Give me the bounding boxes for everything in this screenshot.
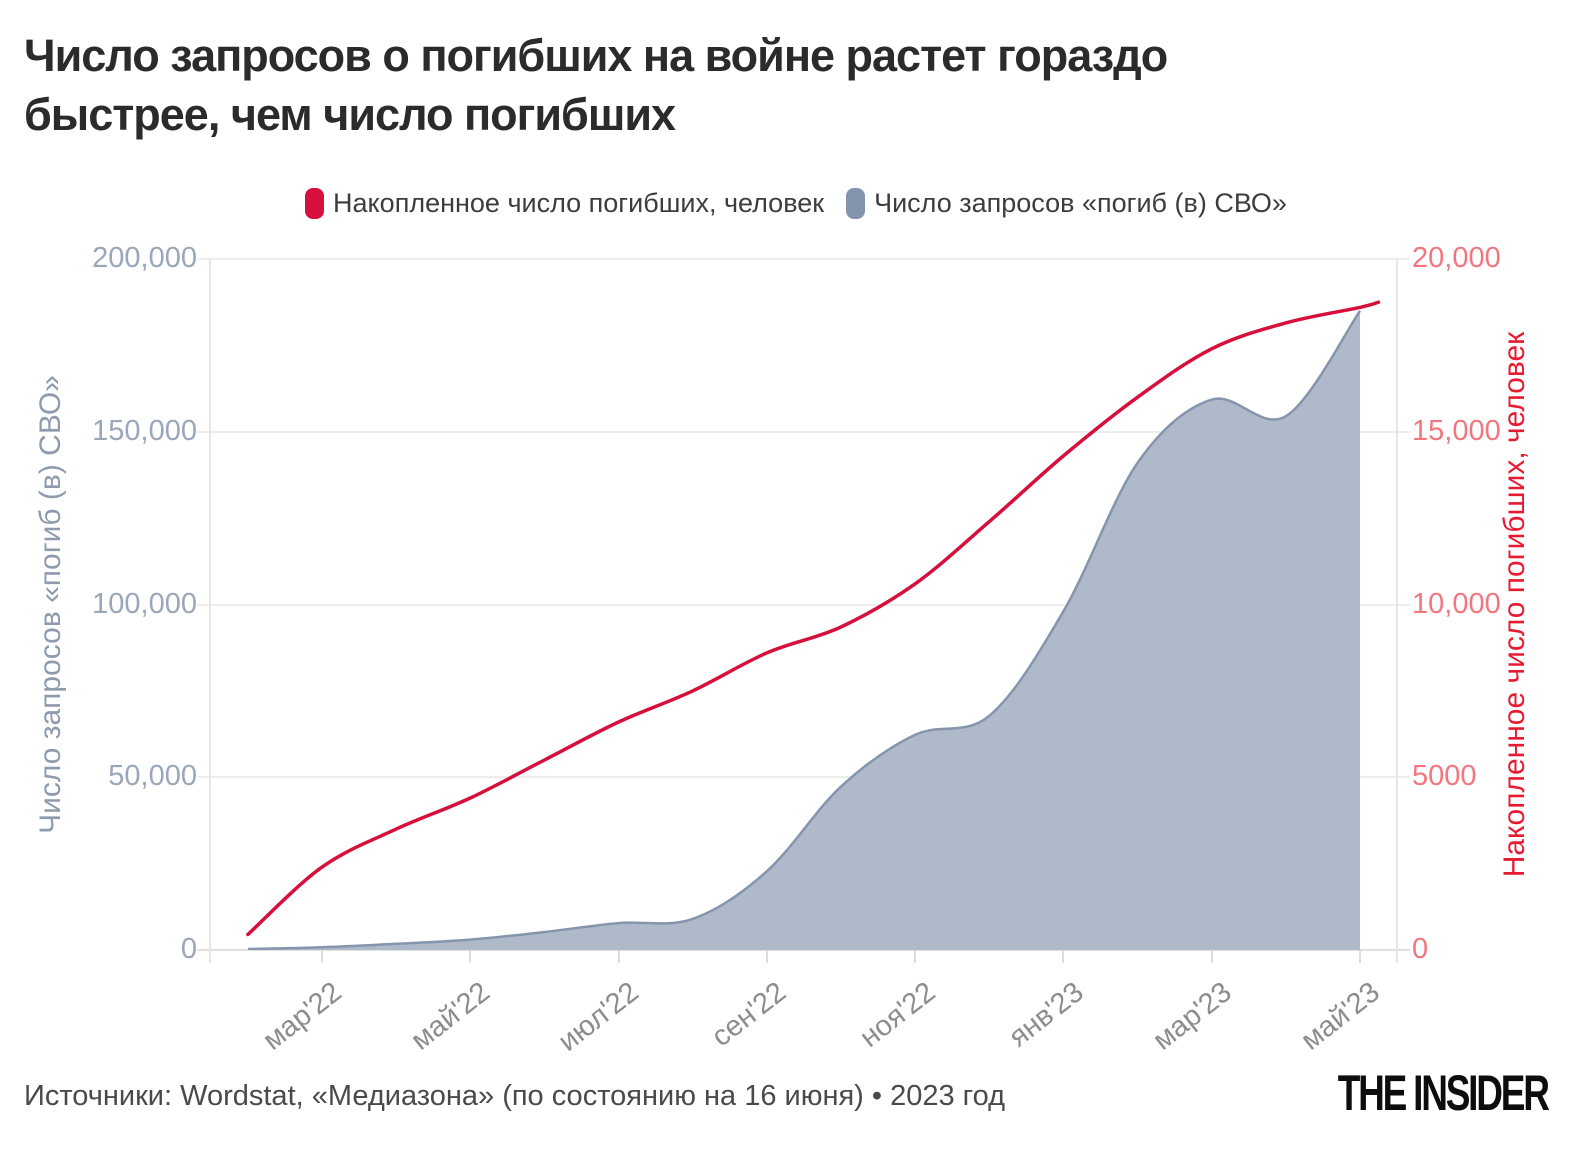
x-axis-tick bbox=[469, 950, 472, 963]
gridline bbox=[197, 430, 1410, 433]
chart-title-line1: Число запросов о погибших на войне расте… bbox=[24, 30, 1168, 81]
legend-item-queries[interactable]: Число запросов «погиб (в) СВО» bbox=[846, 187, 1287, 219]
x-axis-tick-label: май'22 bbox=[405, 976, 497, 1057]
right-axis-tick-label: 20,000 bbox=[1412, 242, 1501, 274]
right-axis-line bbox=[1396, 259, 1398, 963]
x-axis-tick bbox=[765, 950, 768, 963]
x-axis-tick bbox=[1210, 950, 1213, 963]
gridline bbox=[197, 258, 1410, 260]
queries-area bbox=[247, 310, 1360, 950]
left-axis-tick-label: 100,000 bbox=[92, 587, 197, 620]
queries-area-edge bbox=[247, 310, 1362, 950]
x-axis-baseline bbox=[197, 949, 1410, 951]
gridline bbox=[197, 776, 1410, 779]
x-axis-tick bbox=[321, 950, 324, 963]
source-note: Источники: Wordstat, «Медиазона» (по сос… bbox=[24, 1080, 1006, 1112]
x-axis-tick-label: май'23 bbox=[1295, 976, 1386, 1057]
x-axis-tick bbox=[617, 950, 620, 963]
right-axis-tick-label: 10,000 bbox=[1412, 587, 1501, 620]
plot-area[interactable] bbox=[210, 259, 1397, 950]
left-axis-tick-label: 0 bbox=[180, 933, 197, 965]
gridline bbox=[197, 603, 1410, 606]
x-axis-tick-label: сен'22 bbox=[706, 976, 793, 1054]
right-axis-tick-label: 0 bbox=[1412, 933, 1429, 965]
legend: Накопленное число погибших, человек Числ… bbox=[0, 183, 1592, 223]
x-axis-tick bbox=[1359, 950, 1361, 963]
x-axis-tick-label: мар'22 bbox=[257, 976, 348, 1057]
deaths-series-swatch bbox=[305, 187, 325, 219]
legend-item-deaths[interactable]: Накопленное число погибших, человек bbox=[305, 187, 825, 219]
x-axis-tick bbox=[914, 950, 917, 963]
right-axis-tick-label: 15,000 bbox=[1412, 414, 1501, 447]
chart-title: Число запросов о погибших на войне расте… bbox=[24, 26, 1484, 145]
legend-label-queries: Число запросов «погиб (в) СВО» bbox=[874, 187, 1287, 218]
x-axis-tick-label: ноя'22 bbox=[853, 976, 941, 1054]
x-axis-tick-label: янв'23 bbox=[1002, 976, 1090, 1054]
queries-series-swatch bbox=[846, 187, 866, 219]
left-axis-tick-label: 50,000 bbox=[108, 760, 197, 793]
chart-title-line2: быстрее, чем число погибших bbox=[24, 89, 676, 141]
left-axis-tick-label: 150,000 bbox=[92, 414, 197, 447]
the-insider-logo: THE INSIDER bbox=[1338, 1065, 1550, 1121]
right-axis-title: Накопленное число погибших, человек bbox=[1498, 331, 1531, 878]
left-axis-line bbox=[209, 259, 211, 963]
deaths-line bbox=[246, 300, 1381, 937]
left-axis-title: Число запросов «погиб (в) СВО» bbox=[34, 375, 67, 834]
left-axis-tick-label: 200,000 bbox=[92, 242, 197, 274]
x-axis-tick-label: июл'22 bbox=[552, 976, 645, 1058]
legend-label-deaths: Накопленное число погибших, человек bbox=[333, 187, 825, 218]
x-axis-tick-label: мар'23 bbox=[1146, 976, 1238, 1057]
x-axis-tick bbox=[1062, 950, 1065, 963]
right-axis-tick-label: 5000 bbox=[1412, 760, 1477, 793]
